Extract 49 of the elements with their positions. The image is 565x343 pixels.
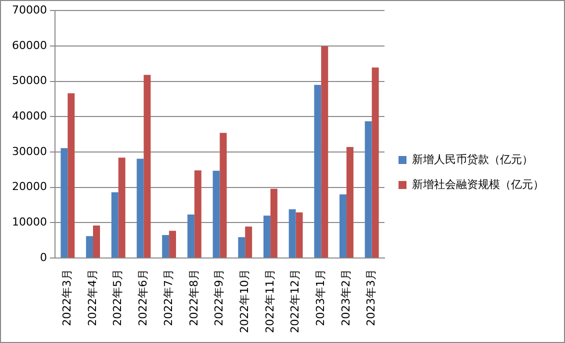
- bar: [169, 230, 176, 258]
- bar: [86, 236, 94, 258]
- bar: [144, 74, 151, 258]
- bar: [340, 194, 346, 258]
- bar: [136, 158, 144, 258]
- bar: [364, 121, 372, 258]
- x-tick-label: 2023年1月: [314, 269, 327, 326]
- bar: [238, 237, 246, 258]
- y-tick-label: 50000: [12, 74, 47, 88]
- legend-label: 新增人民币贷款（亿元）: [412, 152, 533, 166]
- bar: [60, 148, 68, 258]
- bar: [220, 132, 227, 258]
- x-tick-label: 2022年6月: [136, 269, 150, 326]
- x-tick-label: 2022年3月: [60, 269, 74, 326]
- y-tick-label: 10000: [12, 216, 47, 229]
- bar: [346, 147, 354, 258]
- bar: [296, 212, 303, 258]
- bar: [93, 225, 100, 258]
- bar: [321, 46, 328, 258]
- y-tick-label: 60000: [12, 38, 47, 52]
- x-tick-label: 2022年9月: [212, 269, 226, 326]
- bar: [288, 209, 296, 258]
- bar: [245, 226, 252, 258]
- y-tick-label: 70000: [12, 3, 47, 16]
- x-tick-label: 2022年8月: [187, 269, 200, 326]
- x-tick-label: 2022年5月: [111, 269, 124, 326]
- bar: [187, 214, 194, 258]
- x-tick-label: 2023年3月: [364, 269, 378, 326]
- bar: [68, 93, 75, 258]
- bar: [372, 68, 379, 258]
- bar: [194, 170, 202, 258]
- y-tick-label: 20000: [12, 180, 47, 194]
- y-tick-label: 0: [40, 250, 47, 264]
- bar: [162, 235, 170, 258]
- bar: [212, 170, 220, 258]
- x-tick-label: 2022年11月: [263, 269, 276, 334]
- x-tick-label: 2022年7月: [162, 269, 175, 326]
- x-tick-label: 2022年12月: [288, 269, 302, 334]
- bar: [263, 216, 270, 258]
- bar: [111, 192, 118, 258]
- x-tick-label: 2023年2月: [339, 269, 352, 326]
- x-tick-label: 2022年4月: [86, 269, 99, 326]
- bar: [270, 188, 278, 258]
- y-tick-label: 30000: [12, 144, 47, 158]
- bar: [314, 84, 322, 258]
- legend-label: 新增社会融资规模（亿元）: [412, 178, 544, 191]
- y-tick-label: 40000: [12, 109, 47, 122]
- bar: [118, 158, 126, 258]
- x-tick-label: 2022年10月: [238, 269, 251, 334]
